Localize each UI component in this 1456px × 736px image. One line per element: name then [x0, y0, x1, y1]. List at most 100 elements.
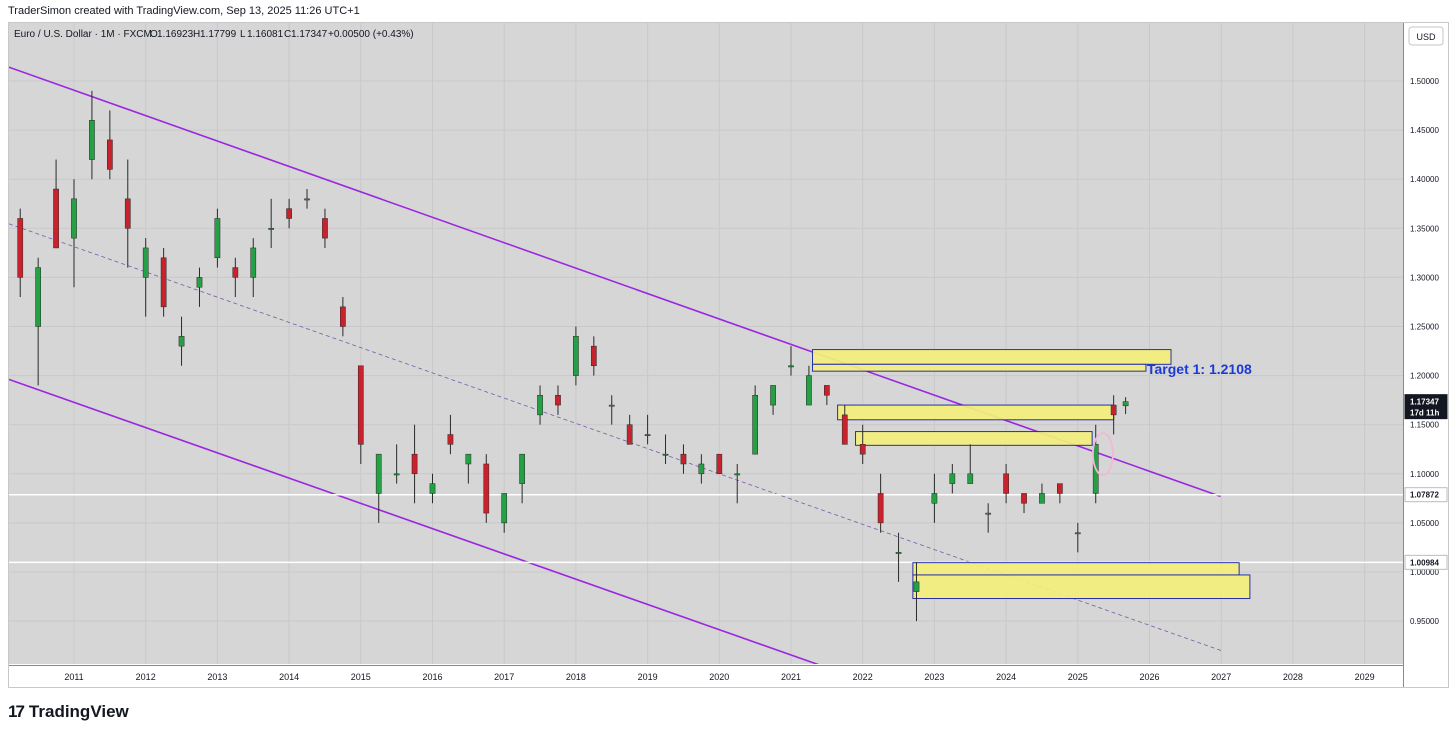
candle-body: [71, 198, 77, 239]
x-tick-label: 2016: [422, 672, 442, 682]
candle-body: [949, 473, 956, 484]
candle-body: [913, 581, 920, 592]
candle-body: [662, 453, 669, 456]
candle-body: [1021, 493, 1027, 504]
candle-body: [841, 414, 848, 445]
price-label-value: 1.17347: [1410, 398, 1439, 407]
supply-demand-zone: [837, 404, 1115, 421]
price-label-box: [1404, 394, 1448, 420]
x-tick-label: 2021: [781, 672, 801, 682]
x-tick-label: 2020: [709, 672, 729, 682]
legend-open-label: O: [150, 29, 158, 40]
price-label-countdown: 17d 11h: [1410, 409, 1439, 418]
currency-button[interactable]: USD: [1408, 26, 1444, 46]
legend-close-value: 1.17347: [291, 29, 328, 40]
x-tick-label: 2011: [64, 672, 83, 682]
x-tick-label: 2022: [853, 672, 873, 682]
candle-body: [985, 512, 992, 515]
x-tick-label: 2012: [136, 672, 156, 682]
candle-body: [89, 120, 95, 160]
supply-demand-zone: [812, 349, 1172, 365]
tradingview-logo[interactable]: 17 TradingView: [8, 702, 129, 722]
x-tick-label: 2025: [1068, 672, 1088, 682]
price-label-value: 1.07872: [1410, 491, 1439, 500]
candle-body: [501, 493, 508, 524]
price-label-value: 1.00984: [1410, 558, 1439, 567]
supply-demand-zone: [855, 431, 1093, 446]
candle-body: [35, 267, 41, 327]
candle-body: [322, 218, 328, 239]
chart-frame: [8, 22, 1449, 688]
candle-body: [967, 473, 974, 484]
candle-body: [859, 444, 866, 455]
tradingview-logo-text: TradingView: [28, 702, 129, 721]
candle-body: [340, 306, 346, 327]
supply-demand-zone: [912, 574, 1251, 600]
x-tick-label: 2017: [494, 672, 514, 682]
candle-body: [0, 150, 5, 189]
candle-body: [644, 434, 651, 436]
candle-body: [931, 493, 938, 504]
candle-body: [1074, 532, 1081, 535]
x-tick-label: 2027: [1211, 672, 1231, 682]
candle-body: [304, 198, 310, 201]
candle-body: [698, 463, 705, 475]
y-tick-label: 1.20000: [1410, 372, 1439, 381]
attribution-text: TraderSimon created with TradingView.com…: [8, 5, 360, 17]
legend-low-label: L: [240, 29, 246, 40]
candle-body: [1057, 483, 1063, 494]
candle-body: [268, 228, 275, 230]
candle-body: [555, 394, 561, 406]
price-chart[interactable]: Target 1: 1.2108 1.50000 1.45000 1.40000 1.…: [0, 0, 1456, 690]
legend-change: +0.00500 (+0.43%): [328, 29, 414, 40]
highlight-circle: [1091, 432, 1114, 477]
candle-body: [895, 552, 902, 554]
candle-body: [214, 218, 221, 259]
candle-body: [590, 345, 597, 367]
candle-body: [1039, 493, 1045, 504]
x-tick-label: 2013: [207, 672, 227, 682]
candle-body: [178, 336, 185, 347]
candle-body: [232, 267, 239, 278]
candle-body: [107, 139, 113, 170]
legend-open-value: 1.16923: [157, 29, 194, 40]
candle-body: [806, 375, 812, 406]
price-label-box: [1404, 487, 1448, 503]
y-tick-label: 1.45000: [1410, 126, 1439, 135]
y-tick-label: 1.05000: [1410, 519, 1439, 528]
legend-symbol: Euro / U.S. Dollar · 1M · FXCM: [14, 29, 152, 40]
legend-low-value: 1.16081: [247, 29, 284, 40]
candle-body: [250, 247, 257, 278]
candle-body: [375, 453, 382, 494]
x-tick-label: 2014: [279, 672, 299, 682]
candle-body: [483, 463, 490, 514]
x-tick-label: 2029: [1355, 672, 1375, 682]
candle-body: [734, 473, 741, 476]
x-tick-label: 2015: [351, 672, 371, 682]
candle-body: [573, 336, 579, 376]
y-tick-label: 1.40000: [1410, 175, 1439, 184]
candle-body: [1003, 473, 1009, 494]
supply-demand-zone: [912, 562, 1240, 576]
candle-body: [160, 257, 167, 308]
candle-body: [752, 394, 758, 455]
y-tick-label: 1.10000: [1410, 470, 1439, 479]
candle-body: [680, 453, 687, 465]
candle-body: [1110, 404, 1117, 416]
channel-midline: [9, 223, 1222, 651]
candle-body: [357, 365, 364, 445]
y-tick-label: 1.50000: [1410, 77, 1439, 86]
candle-body: [716, 453, 723, 475]
candle-body: [53, 188, 59, 249]
candle-body: [447, 434, 454, 445]
candle-body: [393, 473, 400, 476]
candle-body: [429, 483, 436, 494]
grid-lines: [9, 23, 1403, 664]
candle-body: [142, 247, 149, 278]
candle-body: [411, 453, 418, 475]
plot-area: Target 1: 1.2108: [0, 66, 1403, 664]
candle-body: [877, 493, 884, 524]
candle-body: [788, 365, 794, 368]
channel-upper-extension-line: [812, 351, 1221, 498]
y-tick-label: 1.00000: [1410, 568, 1439, 577]
